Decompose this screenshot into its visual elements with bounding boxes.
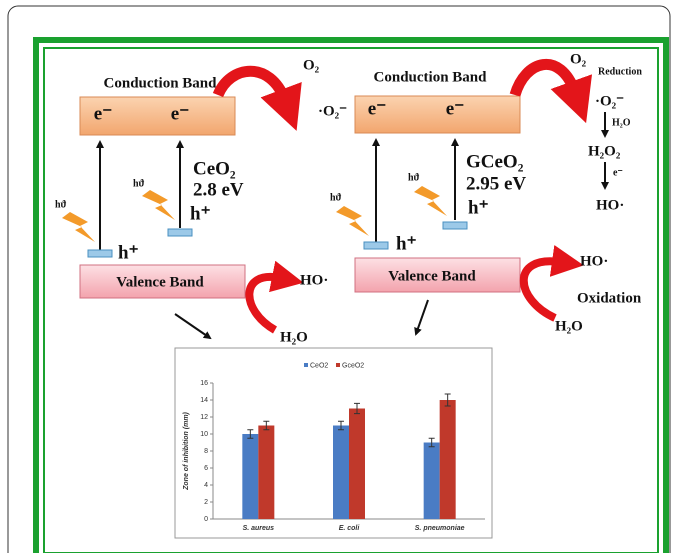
label: CeO₂	[193, 158, 236, 179]
label: h⁺	[468, 197, 489, 218]
y-tick-label: 12	[200, 414, 208, 421]
label: ·O₂⁻	[595, 93, 624, 109]
bar	[333, 426, 349, 520]
electron: e⁻	[171, 103, 189, 124]
hole-level	[443, 222, 467, 229]
chart: Zone of inhibition (mm) 0 2 4 6 8 10 12 14 16 S. …	[175, 348, 492, 538]
y-tick-label: 14	[200, 397, 208, 404]
label: HO·	[580, 253, 608, 269]
legend-label: CeO2	[310, 362, 328, 369]
axis-label: Zone of inhibition (mm)	[183, 411, 190, 490]
label: hϑ	[133, 178, 145, 189]
bar	[440, 400, 456, 519]
label: HO·	[596, 197, 624, 213]
bar	[242, 434, 258, 519]
label: 2.8 eV	[193, 179, 244, 200]
label: H₂O	[555, 318, 583, 334]
electron: e⁻	[368, 98, 386, 119]
label: Reduction	[598, 66, 642, 77]
label: Conduction Band	[104, 75, 218, 91]
label: H₂O	[280, 329, 308, 345]
label: ·O₂⁻	[318, 103, 347, 119]
hole-level	[168, 229, 192, 236]
label: hϑ	[408, 172, 420, 183]
y-tick-label: 8	[204, 448, 208, 455]
label: 2.95 eV	[466, 173, 526, 194]
hole-level	[364, 242, 388, 249]
label: Conduction Band	[374, 69, 488, 85]
label: O₂	[570, 51, 587, 67]
bar	[258, 426, 274, 520]
y-tick-label: 2	[204, 499, 208, 506]
label: HO·	[300, 272, 328, 288]
legend-swatch	[336, 363, 340, 367]
label: H₂O₂	[588, 143, 621, 159]
label: h⁺	[190, 203, 211, 224]
y-tick-label: 4	[204, 482, 208, 489]
figure: Conduction Band e⁻ e⁻ O₂ ·O₂⁻ CeO₂ 2.8 e…	[0, 0, 677, 553]
y-tick-label: 0	[204, 516, 208, 523]
label: Valence Band	[388, 268, 476, 284]
legend-label: GceO2	[342, 362, 364, 369]
label: H₂O	[612, 117, 631, 128]
label: hϑ	[55, 199, 67, 210]
label: O₂	[303, 57, 320, 73]
electron: e⁻	[446, 98, 464, 119]
x-tick-label: E. coli	[339, 525, 361, 532]
bar	[424, 443, 440, 520]
legend-swatch	[304, 363, 308, 367]
label: h⁺	[118, 242, 139, 263]
bar	[349, 409, 365, 520]
label: Oxidation	[577, 290, 642, 306]
label: e⁻	[613, 167, 623, 178]
label: Valence Band	[116, 274, 204, 290]
y-tick-label: 6	[204, 465, 208, 472]
y-tick-label: 10	[200, 431, 208, 438]
y-tick-label: 16	[200, 380, 208, 387]
electron: e⁻	[94, 103, 112, 124]
x-tick-label: S. aureus	[243, 525, 275, 532]
label: hϑ	[330, 192, 342, 203]
label: GCeO₂	[466, 151, 524, 172]
x-tick-label: S. pneumoniae	[415, 525, 465, 532]
label: h⁺	[396, 233, 417, 254]
hole-level	[88, 250, 112, 257]
